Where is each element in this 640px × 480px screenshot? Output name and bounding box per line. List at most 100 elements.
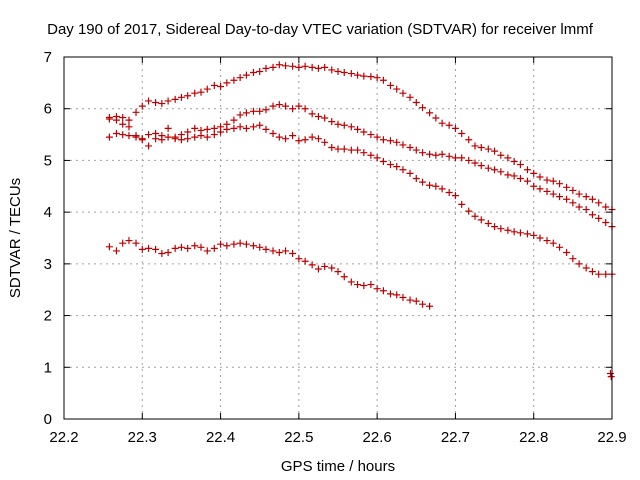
data-point-series-3 [236, 123, 244, 131]
plot-frame [63, 56, 613, 420]
data-point-series-1 [321, 63, 329, 71]
data-point-series-1 [164, 97, 172, 105]
data-point-series-1 [282, 62, 290, 70]
data-point-series-3 [497, 225, 505, 233]
data-point-series-4 [184, 244, 192, 252]
data-point-series-2 [373, 133, 381, 141]
data-point-series-3 [334, 145, 342, 153]
data-point-series-4 [145, 244, 153, 252]
data-point-series-3 [379, 157, 387, 165]
data-point-series-1 [406, 93, 414, 101]
data-point-series-1 [191, 89, 199, 97]
data-point-series-3 [393, 163, 401, 171]
data-point-series-4 [105, 243, 113, 251]
data-point-series-4 [426, 302, 434, 310]
data-point-series-3 [373, 154, 381, 162]
data-point-series-2 [602, 218, 610, 226]
data-point-series-3 [354, 146, 362, 154]
data-point-series-2 [119, 120, 127, 128]
data-point-series-2 [236, 111, 244, 119]
data-point-series-2 [438, 150, 446, 158]
data-point-series-3 [569, 255, 577, 263]
data-point-series-2 [321, 114, 329, 122]
data-point-series-2 [314, 112, 322, 120]
data-point-series-2 [412, 146, 420, 154]
data-point-series-4 [399, 293, 407, 301]
data-point-series-4 [340, 273, 348, 281]
data-point-series-1 [125, 116, 133, 124]
data-point-series-3 [451, 192, 459, 200]
data-point-series-2 [340, 121, 348, 129]
data-point-series-1 [236, 74, 244, 82]
data-point-series-1 [504, 154, 512, 162]
data-point-series-1 [465, 136, 473, 144]
data-point-series-3 [210, 131, 218, 139]
data-point-series-2 [393, 138, 401, 146]
data-point-series-4 [152, 245, 160, 253]
data-point-series-5 [606, 369, 614, 377]
data-point-series-1 [510, 157, 518, 165]
data-point-series-3 [556, 243, 564, 251]
data-point-series-1 [393, 85, 401, 93]
data-point-series-3 [523, 230, 531, 238]
data-point-series-2 [516, 175, 524, 183]
data-point-series-3 [491, 223, 499, 231]
chart-title: Day 190 of 2017, Sidereal Day-to-day VTE… [47, 21, 594, 38]
data-point-series-3 [295, 137, 303, 145]
data-point-series-2 [426, 150, 434, 158]
data-point-series-3 [314, 135, 322, 143]
data-point-series-2 [523, 177, 531, 185]
data-point-series-3 [458, 200, 466, 208]
data-point-series-1 [438, 119, 446, 127]
data-point-series-2 [210, 124, 218, 132]
data-point-series-4 [308, 261, 316, 269]
data-point-series-1 [582, 193, 590, 201]
data-point-series-2 [451, 154, 459, 162]
data-point-series-2 [386, 137, 394, 145]
data-point-series-1 [242, 71, 250, 79]
data-point-series-4 [217, 240, 225, 248]
data-point-series-2 [282, 102, 290, 110]
data-point-series-4 [138, 245, 146, 253]
data-point-series-3 [588, 268, 596, 276]
data-point-series-2 [301, 105, 309, 113]
data-point-series-2 [112, 116, 120, 124]
data-point-series-3 [340, 145, 348, 153]
data-point-series-1 [412, 99, 420, 107]
data-point-series-1 [119, 114, 127, 122]
data-point-series-4 [393, 291, 401, 299]
data-point-series-2 [445, 152, 453, 160]
data-point-series-1 [477, 144, 485, 151]
data-point-series-1 [373, 74, 381, 82]
data-point-series-3 [217, 128, 225, 136]
data-point-series-2 [563, 195, 571, 203]
x-tick-label: 22.6 [363, 429, 392, 446]
data-point-series-3 [412, 175, 420, 183]
data-point-series-3 [152, 135, 160, 143]
data-point-series-1 [210, 81, 218, 89]
x-tick-label: 22.9 [597, 429, 626, 446]
data-point-series-4 [269, 247, 277, 255]
data-point-series-4 [132, 239, 140, 247]
y-tick-label: 7 [44, 49, 52, 66]
data-point-series-3 [132, 133, 140, 141]
data-point-series-2 [595, 214, 603, 222]
data-point-series-4 [164, 248, 172, 256]
data-point-series-2 [575, 203, 583, 211]
data-point-series-1 [340, 69, 348, 77]
data-point-series-1 [334, 67, 342, 75]
data-point-series-3 [269, 130, 277, 138]
data-point-series-2 [347, 123, 355, 131]
data-point-series-2 [530, 182, 538, 190]
y-tick-label: 0 [44, 411, 52, 428]
data-point-series-1 [386, 81, 394, 89]
data-point-series-1 [575, 190, 583, 198]
data-point-series-5 [607, 373, 615, 381]
data-point-series-2 [328, 118, 336, 126]
data-point-series-1 [249, 69, 257, 77]
data-point-series-1 [549, 177, 557, 185]
data-point-series-3 [399, 166, 407, 174]
data-point-series-4 [367, 281, 375, 289]
data-point-series-1 [602, 203, 610, 211]
